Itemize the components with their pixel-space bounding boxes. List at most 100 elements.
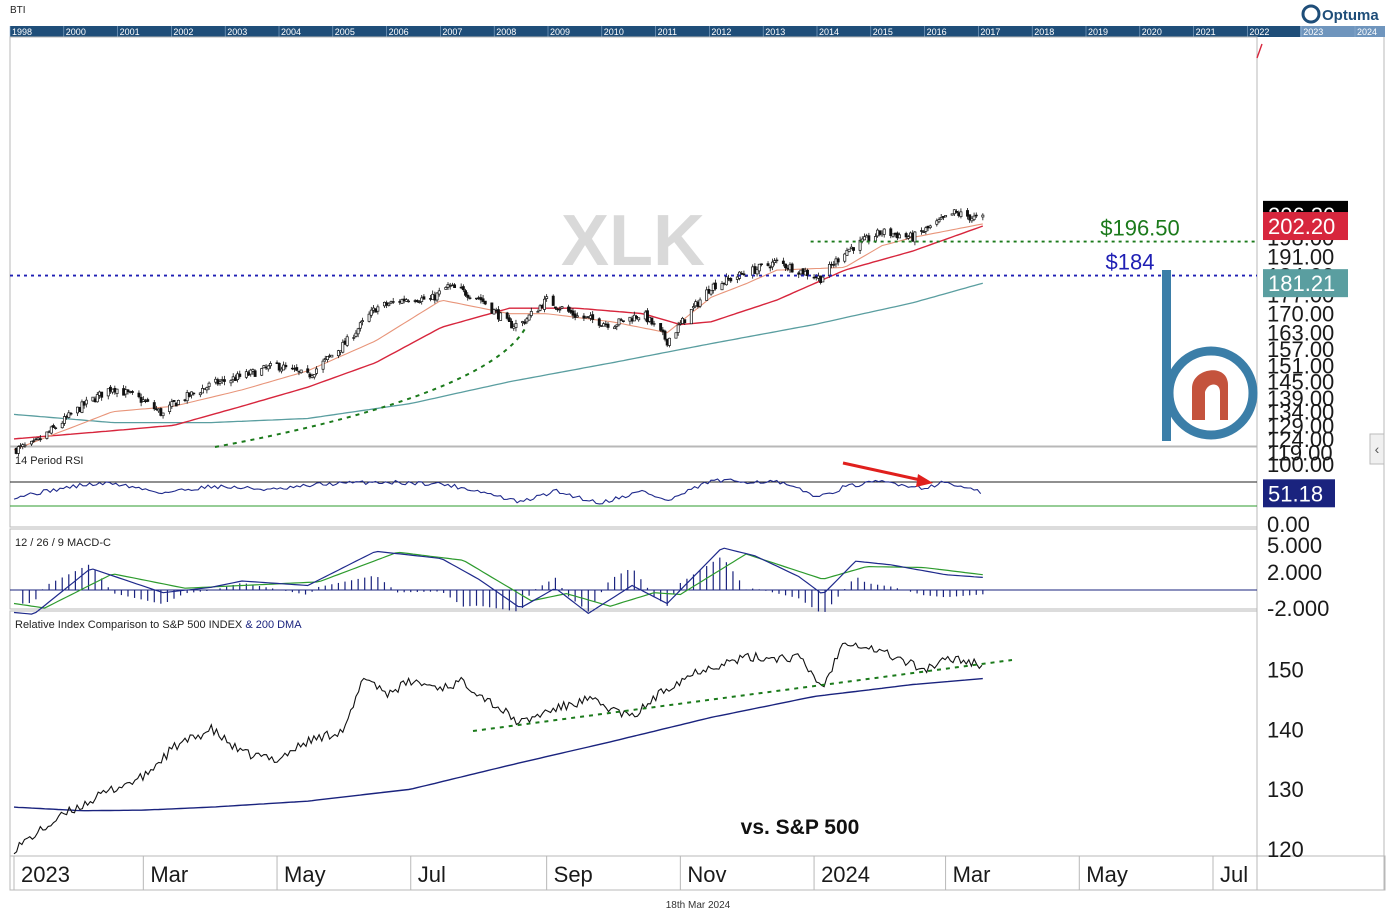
x-tick-label: May — [1086, 862, 1128, 887]
timeline-year-label: 2024 — [1357, 27, 1377, 37]
candle-body — [510, 320, 514, 329]
timeline-year-label: 2005 — [335, 27, 355, 37]
timeline-year-label: 2013 — [765, 27, 785, 37]
candle-body — [937, 219, 941, 223]
price-candles — [14, 208, 985, 457]
rsi-badge-label: 51.18 — [1268, 481, 1323, 506]
price-moving-averages — [13, 223, 984, 451]
macd-tick-label: 2.000 — [1267, 560, 1322, 585]
candle-body — [529, 311, 533, 316]
side-panel-toggle-icon[interactable]: ‹ — [1375, 441, 1380, 457]
candle-body — [766, 263, 770, 266]
candle-body — [176, 399, 180, 405]
candle-body — [553, 306, 557, 309]
timeline-year-label: 2016 — [927, 27, 947, 37]
timeline-track[interactable] — [10, 26, 1385, 37]
candle-body — [358, 322, 362, 329]
candle-body — [847, 248, 851, 252]
timeline-bar[interactable]: 1998 2000 2001 2002 2003 2004 2005 2006 2007 2008… — [9, 26, 1385, 37]
candle-body — [760, 263, 763, 266]
candle-body — [878, 230, 882, 235]
candle-body — [720, 283, 724, 291]
candle-body — [192, 392, 196, 395]
x-tick-label: Mar — [150, 862, 188, 887]
candle-body — [698, 299, 702, 307]
candle-body — [306, 368, 310, 373]
timeline-window[interactable] — [1300, 26, 1385, 37]
candle-body — [843, 253, 847, 262]
x-tick-label: May — [284, 862, 326, 887]
candle-body — [615, 324, 619, 327]
macd-line — [13, 547, 983, 615]
x-tick-label: Sep — [554, 862, 593, 887]
candle-body — [543, 298, 546, 310]
candle-body — [483, 300, 487, 305]
candle-body — [115, 388, 119, 394]
candle-body — [284, 364, 288, 368]
candle-body — [597, 318, 601, 326]
candle-body — [889, 228, 893, 236]
x-tick-label: 2023 — [21, 862, 70, 887]
candle-body — [229, 380, 233, 384]
timeline-year-label: 2019 — [1088, 27, 1108, 37]
candle-body — [84, 399, 88, 405]
price-tick-label: 124.00 — [1267, 427, 1334, 452]
candle-body — [621, 320, 625, 322]
candle-body — [527, 314, 531, 321]
x-tick-label: 2024 — [821, 862, 870, 887]
relative-tick-label: 130 — [1267, 777, 1304, 802]
candle-body — [663, 330, 667, 340]
candle-body — [170, 401, 174, 407]
candle-body — [514, 323, 518, 328]
candle-body — [69, 412, 73, 415]
macd-tick-label: 5.000 — [1267, 533, 1322, 558]
price-tick-label: 145.00 — [1267, 370, 1334, 395]
price-tick-label: 139.00 — [1267, 386, 1334, 411]
macd-signal-line — [13, 551, 983, 609]
chart-id: BTI — [10, 5, 26, 16]
candle-body — [435, 292, 439, 301]
candle-body — [172, 400, 176, 402]
price-badge-label: 202.20 — [1268, 214, 1335, 239]
candle-body — [62, 416, 66, 424]
candle-body — [713, 282, 717, 290]
candle-body — [935, 220, 939, 225]
candle-body — [490, 302, 494, 314]
x-axis: 2023 Mar May Jul Sep Nov 2024 Mar May Jul — [13, 856, 1248, 890]
candle-body — [617, 318, 621, 326]
timeline-year-label: 2008 — [496, 27, 516, 37]
candle-body — [16, 446, 20, 454]
price-series: $196.50 $184 — [10, 208, 1257, 457]
candle-body — [277, 362, 281, 371]
candle-body — [637, 317, 641, 321]
side-panel-toggle[interactable] — [1369, 433, 1385, 465]
candle-body — [315, 368, 318, 374]
optuma-icon — [1301, 4, 1321, 24]
candle-body — [571, 310, 575, 316]
relative-panel — [9, 610, 1258, 857]
candle-body — [770, 261, 774, 268]
relative-tick-label: 120 — [1267, 837, 1304, 862]
candle-body — [422, 296, 426, 300]
relative-title-suffix: & 200 DMA — [245, 619, 302, 631]
candle-body — [492, 309, 496, 315]
rsi-series — [10, 478, 1257, 507]
candle-body — [420, 297, 424, 302]
candle-body — [867, 235, 871, 242]
candle-body — [724, 276, 728, 286]
candle-body — [507, 317, 511, 322]
candle-body — [391, 301, 395, 303]
timeline-year-label: 2009 — [550, 27, 570, 37]
candle-body — [464, 290, 467, 296]
candle-body — [361, 320, 364, 323]
timeline-year-label: 2021 — [1196, 27, 1216, 37]
relative-trendline — [472, 659, 1013, 732]
badge-connector — [1256, 43, 1263, 59]
candle-body — [950, 213, 954, 216]
candle-body — [558, 308, 562, 311]
candle-body — [49, 426, 53, 434]
candle-body — [613, 326, 617, 330]
candle-body — [146, 399, 150, 402]
candle-body — [709, 290, 713, 295]
